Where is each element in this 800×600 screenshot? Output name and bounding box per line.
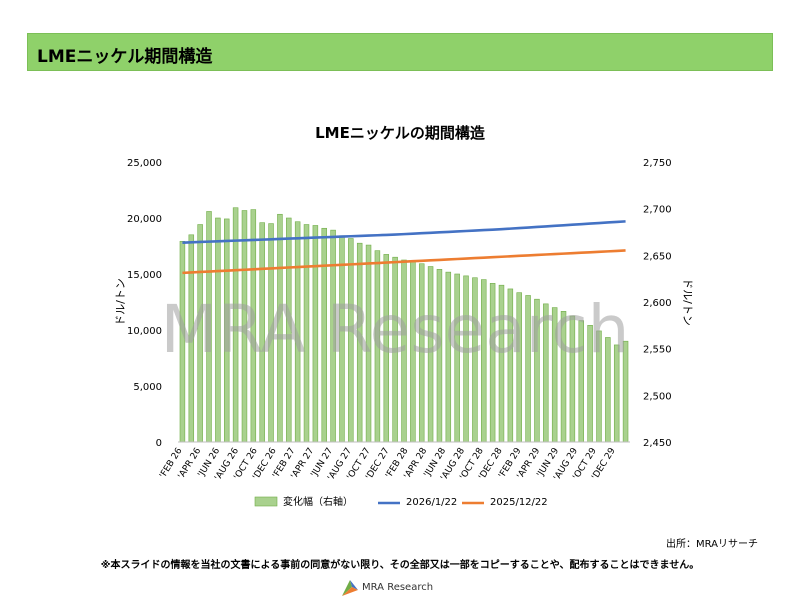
- header-title: LMEニッケル期間構造: [37, 47, 213, 67]
- y2-tick-label: 2,600: [643, 298, 672, 309]
- copyright-notice: ※本スライドの情報を当社の文書による事前の同意がない限り、その全部又は一部をコピ…: [100, 560, 700, 571]
- line-2026-01-22: [182, 220, 626, 244]
- chart-title: LMEニッケルの期間構造: [315, 124, 485, 142]
- legend-label-2025: 2025/12/22: [490, 497, 548, 508]
- y-tick-label: 0: [156, 438, 162, 449]
- source-label: 出所：MRAリサーチ: [666, 539, 759, 550]
- y2-tick-label: 2,750: [643, 158, 672, 169]
- watermark: MRA Research: [161, 291, 630, 368]
- legend-label-bar: 変化幅（右軸）: [283, 495, 353, 508]
- y2-tick-label: 2,650: [643, 251, 672, 262]
- y2-tick-label: 2,700: [643, 205, 672, 216]
- y-tick-label: 5,000: [133, 382, 162, 393]
- y-tick-label: 15,000: [127, 270, 162, 281]
- line-2025-12-22: [182, 249, 626, 275]
- y2-tick-label: 2,500: [643, 391, 672, 402]
- y2-axis-label: ドル/トン: [681, 278, 694, 326]
- y-tick-label: 25,000: [127, 158, 162, 169]
- y2-tick-label: 2,550: [643, 345, 672, 356]
- legend-label-2026: 2026/1/22: [406, 497, 457, 508]
- footer-brand: MRA Research: [362, 582, 434, 593]
- y-tick-label: 20,000: [127, 214, 162, 225]
- y2-tick-label: 2,450: [643, 438, 672, 449]
- header-bar: LMEニッケル期間構造: [27, 33, 773, 71]
- y-tick-label: 10,000: [127, 326, 162, 337]
- y-axis-label: ドル/トン: [114, 278, 127, 326]
- mra-logo-icon: [342, 580, 358, 596]
- legend-swatch-bar: [254, 496, 278, 507]
